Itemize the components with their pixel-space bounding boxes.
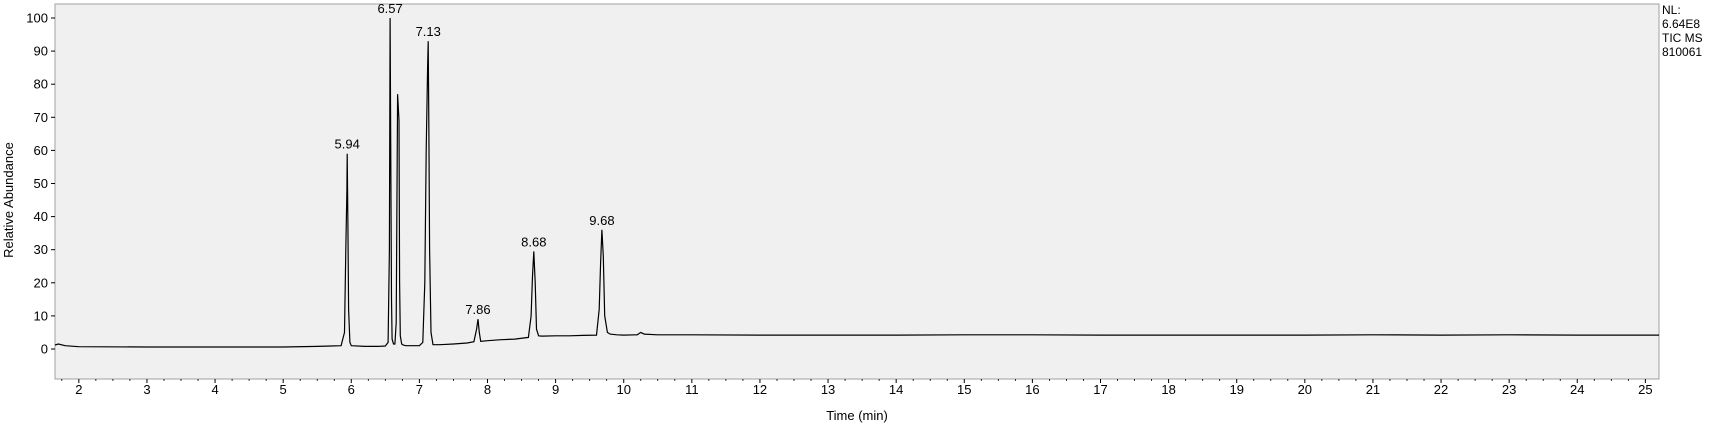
x-tick-label: 20: [1298, 382, 1312, 397]
x-tick-label: 7: [416, 382, 423, 397]
sample-id: 810061: [1662, 45, 1703, 59]
x-tick-label: 6: [348, 382, 355, 397]
x-tick-label: 8: [484, 382, 491, 397]
x-axis-label: Time (min): [826, 408, 888, 423]
normalization-value: 6.64E8: [1662, 17, 1701, 31]
y-tick-label: 20: [34, 275, 48, 290]
x-tick-label: 15: [957, 382, 971, 397]
x-tick-label: 9: [552, 382, 559, 397]
x-tick-label: 14: [889, 382, 903, 397]
y-tick-label: 0: [41, 342, 48, 357]
y-tick-label: 90: [34, 44, 48, 59]
x-tick-label: 13: [821, 382, 835, 397]
x-tick-label: 19: [1229, 382, 1243, 397]
x-tick-label: 2: [75, 382, 82, 397]
chromatogram-trace: [54, 17, 1659, 348]
y-tick-label: 60: [34, 143, 48, 158]
normalization-label: NL:: [1662, 3, 1681, 17]
plot-area: [54, 3, 1660, 380]
y-tick-label: 50: [34, 176, 48, 191]
y-tick-label: 40: [34, 209, 48, 224]
y-tick-label: 80: [34, 77, 48, 92]
peak-label: 9.68: [589, 213, 614, 228]
y-tick-label: 100: [26, 11, 48, 26]
x-tick-label: 21: [1366, 382, 1380, 397]
y-axis-label: Relative Abundance: [1, 142, 16, 258]
peak-label: 8.68: [521, 234, 546, 249]
x-tick-label: 17: [1093, 382, 1107, 397]
x-tick-label: 12: [753, 382, 767, 397]
x-tick-label: 11: [685, 382, 699, 397]
x-tick-label: 4: [211, 382, 218, 397]
x-tick-label: 25: [1638, 382, 1652, 397]
y-axis: 0 10 20 30 40 50 60 70 80 90 100: [26, 11, 55, 357]
x-axis: 2 3 4 5 6 7 8 9 10 11 12 13 14 15 16 17 18 19 20 21 22 23 24 25: [61, 379, 1653, 397]
x-tick-label: 5: [280, 382, 287, 397]
x-tick-label: 24: [1570, 382, 1584, 397]
acquisition-info: NL: 6.64E8 TIC MS 810061: [1662, 3, 1703, 59]
peak-labels: 5.94 6.57 7.13 7.86 8.68 9.68: [335, 1, 615, 317]
peak-label: 7.86: [465, 302, 490, 317]
x-tick-label: 23: [1502, 382, 1516, 397]
x-tick-label: 3: [143, 382, 150, 397]
trace-type: TIC MS: [1662, 31, 1703, 45]
y-tick-label: 70: [34, 110, 48, 125]
peak-label: 5.94: [335, 137, 360, 152]
x-tick-label: 16: [1025, 382, 1039, 397]
y-tick-label: 10: [34, 308, 48, 323]
y-tick-label: 30: [34, 242, 48, 257]
x-tick-label: 10: [616, 382, 630, 397]
peak-label: 6.57: [377, 1, 402, 16]
peak-label: 7.13: [416, 24, 441, 39]
x-tick-label: 18: [1161, 382, 1175, 397]
x-tick-label: 22: [1434, 382, 1448, 397]
